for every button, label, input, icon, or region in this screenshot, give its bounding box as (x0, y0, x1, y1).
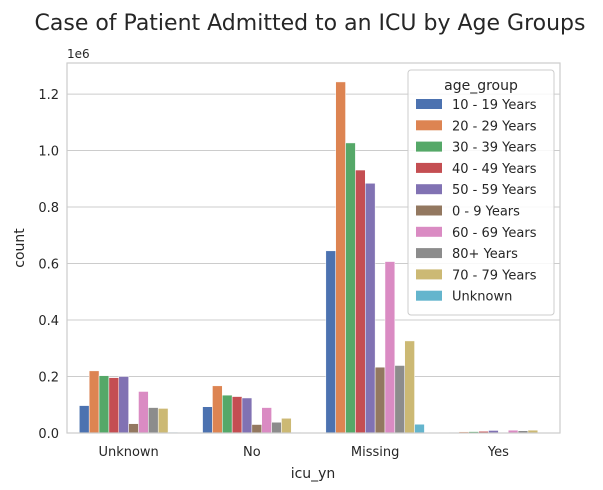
bar (108, 377, 120, 434)
legend-label: 60 - 69 Years (452, 226, 537, 241)
bar (241, 397, 253, 434)
y-tick-label: 1.2 (38, 88, 59, 103)
legend-items: 10 - 19 Years 20 - 29 Years 30 - 39 Years 4… (416, 98, 537, 305)
legend-label: 30 - 39 Years (452, 141, 537, 156)
y-axis-multiplier: 1e6 (67, 47, 90, 61)
y-tick-label: 0.2 (38, 371, 59, 386)
bar (98, 375, 110, 434)
y-tick-label: 0.0 (38, 427, 59, 442)
y-tick-label: 0.8 (38, 201, 59, 216)
bars (79, 81, 539, 434)
bar (251, 424, 262, 434)
y-tick-label: 1.0 (38, 145, 59, 160)
bar (414, 423, 425, 434)
bar (404, 340, 415, 434)
legend-swatch (416, 248, 442, 259)
legend-swatch (416, 99, 442, 109)
legend: age_group 10 - 19 Years 20 - 29 Years 30 -… (407, 69, 555, 316)
bar (222, 394, 233, 434)
y-axis-label: count (12, 228, 28, 268)
legend-label: Unknown (452, 290, 512, 305)
bar (79, 405, 90, 434)
bar (88, 370, 100, 434)
legend-title: age_group (444, 78, 518, 94)
bar (118, 376, 129, 434)
bar (345, 142, 356, 434)
legend-label: 70 - 79 Years (452, 268, 537, 283)
bar (281, 418, 292, 434)
x-tick-label: No (243, 445, 261, 460)
legend-swatch (416, 205, 442, 216)
x-axis-label: icu_yn (291, 466, 336, 482)
legend-swatch (416, 162, 442, 173)
legend-swatch (416, 141, 442, 152)
legend-label: 20 - 29 Years (452, 119, 537, 134)
plot-area-frame (66, 62, 561, 434)
legend-swatch (416, 226, 442, 237)
legend-swatch (416, 269, 442, 280)
legend-swatch (416, 184, 442, 195)
legend-label: 80+ Years (452, 247, 518, 262)
bar (325, 250, 336, 434)
x-axis-ticks: Unknown No Missing Yes (98, 445, 509, 460)
bar (394, 365, 405, 434)
bar (335, 81, 346, 434)
legend-label: 0 - 9 Years (452, 205, 520, 220)
legend-label: 10 - 19 Years (452, 98, 537, 113)
bar (231, 396, 243, 434)
bar (148, 407, 159, 434)
legend-label: 50 - 59 Years (452, 183, 537, 198)
gridlines (67, 93, 560, 434)
bar (384, 261, 396, 434)
bar (138, 391, 149, 434)
bar (271, 422, 282, 434)
bar (128, 423, 139, 434)
x-tick-label: Yes (487, 445, 509, 460)
bar (374, 366, 386, 434)
y-tick-label: 0.6 (38, 258, 59, 273)
bar (365, 183, 376, 434)
bar (157, 408, 169, 434)
x-tick-label: Unknown (98, 445, 158, 460)
bar (202, 406, 213, 434)
bar (355, 169, 366, 434)
legend-label: 40 - 49 Years (452, 162, 537, 177)
bar (261, 407, 272, 434)
chart-title: Case of Patient Admitted to an ICU by Ag… (35, 11, 586, 36)
bar (212, 385, 223, 434)
y-tick-label: 0.4 (38, 314, 59, 329)
legend-box (407, 69, 555, 316)
y-axis-ticks: 0.0 0.2 0.4 0.6 0.8 1.0 1.2 (38, 88, 59, 442)
legend-swatch (416, 290, 442, 301)
x-tick-label: Missing (351, 445, 399, 460)
legend-swatch (416, 120, 442, 131)
